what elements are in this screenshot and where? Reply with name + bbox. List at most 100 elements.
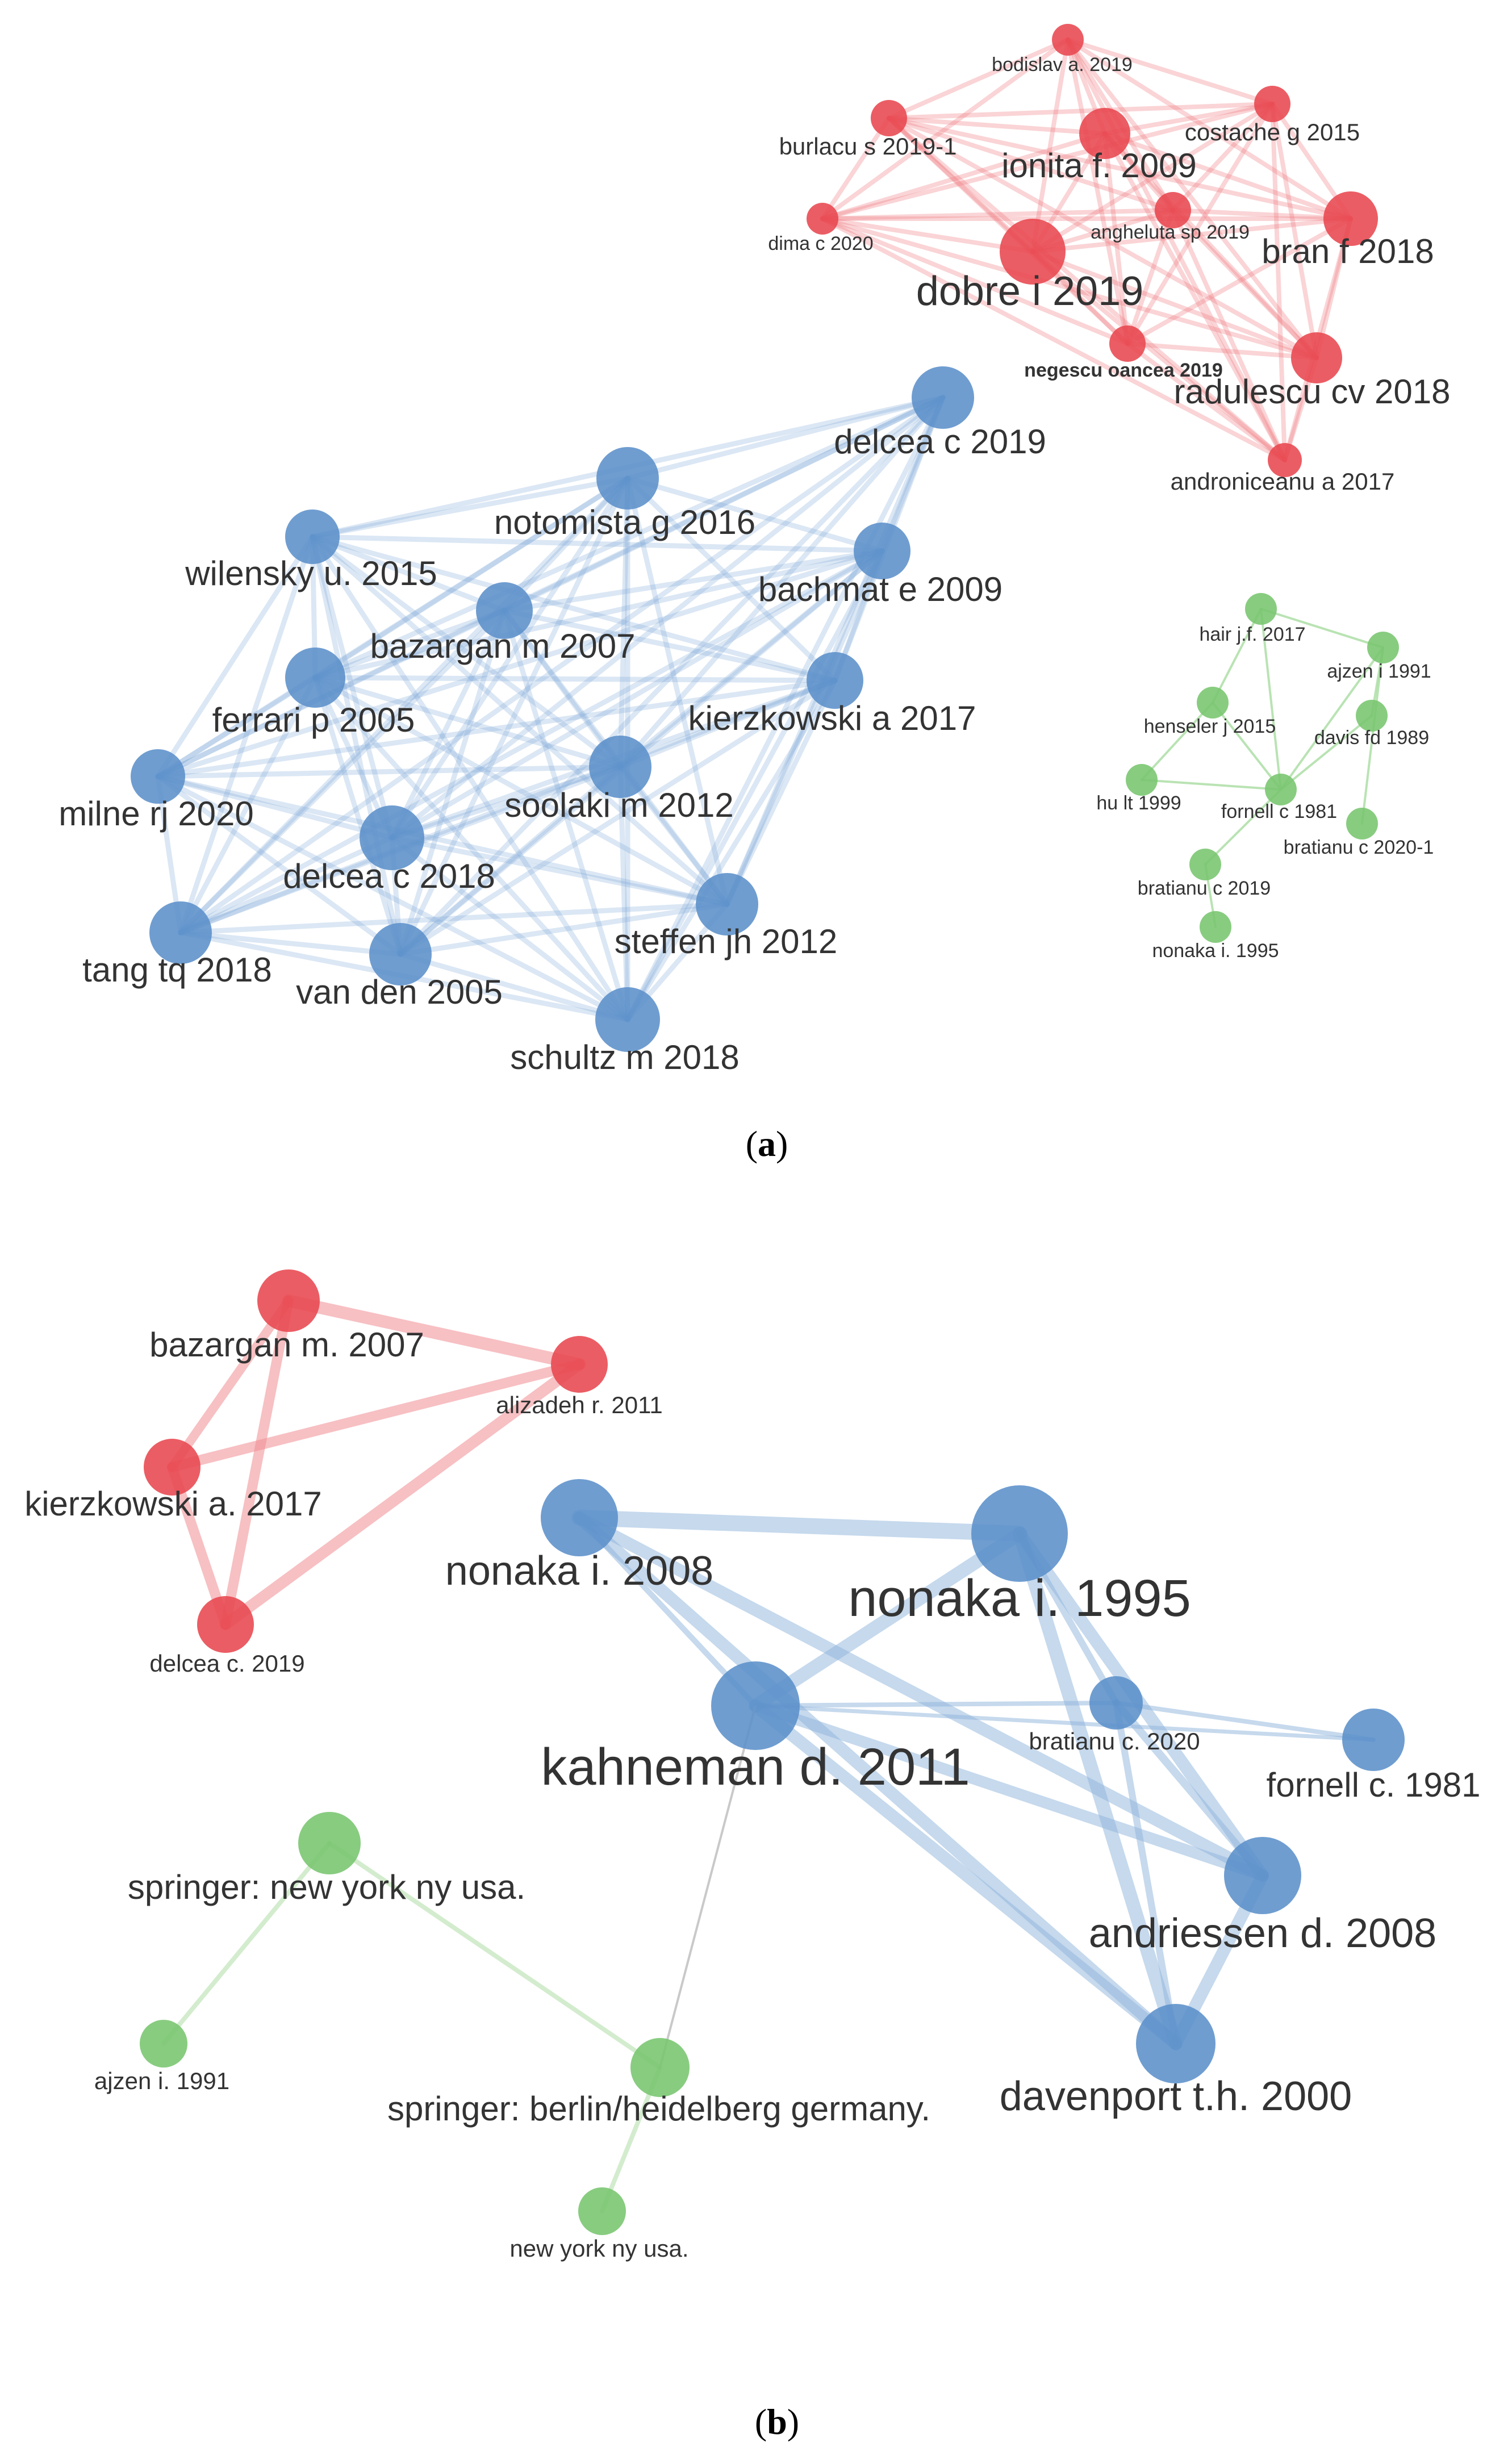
edge-delcea_2019-notomista_2016: [625, 395, 946, 481]
edge-bodislav_2019-dima_2020: [820, 37, 1070, 221]
node-a-soolaki_2012[interactable]: [589, 736, 651, 798]
edge-bodislav_2019-bran_2018: [1066, 37, 1353, 221]
node-a-dima_2020[interactable]: [807, 203, 838, 235]
edge-steffen_2012-tang_2018: [178, 901, 730, 935]
node-b-alizadeh_2011[interactable]: [551, 1336, 608, 1393]
node-a-steffen_2012[interactable]: [696, 873, 758, 935]
node-a-bazargan_2007[interactable]: [476, 582, 533, 639]
node-a-radulescu_2018[interactable]: [1291, 332, 1342, 383]
panel-b-nodes: [140, 1269, 1405, 2235]
node-b-andriessen_2008[interactable]: [1224, 1837, 1301, 1914]
node-a-bratianu_2019[interactable]: [1189, 849, 1221, 880]
panel-a-labels: bodislav a. 2019 burlacu s 2019-1 costache…: [59, 54, 1450, 1076]
edge-costache_2015-angheluta_2019: [1171, 102, 1275, 212]
edge-notomista_2016-soolaki_2012: [617, 475, 630, 770]
node-label-a-davis_1989: davis fd 1989: [1314, 727, 1429, 749]
edge-kahneman_2011-davenport_2000: [749, 1699, 1182, 2050]
node-a-delcea_2018[interactable]: [360, 805, 424, 870]
node-a-bachmat_2009[interactable]: [854, 523, 910, 579]
node-a-androniceanu_2017[interactable]: [1268, 443, 1302, 477]
node-a-tang_2018[interactable]: [149, 901, 212, 964]
node-a-notomista_2016[interactable]: [596, 447, 659, 509]
edge-soolaki_2012-delcea_2018: [389, 764, 623, 841]
node-b-davenport_2000[interactable]: [1136, 2004, 1216, 2083]
edge-delcea_2019-soolaki_2012: [617, 395, 946, 770]
edge-davis_1989-fornell_1981: [1280, 715, 1373, 791]
node-b-kahneman_2011[interactable]: [711, 1661, 800, 1750]
edge-kahneman_2011-andriessen_2008: [750, 1700, 1268, 1881]
node-a-hu_1999[interactable]: [1126, 764, 1158, 796]
node-b-kierzkowski_2017[interactable]: [144, 1439, 201, 1496]
edge-costache_2015-dima_2020: [820, 102, 1275, 221]
edge-kahneman_2011-bratianu_2020: [753, 1701, 1118, 1708]
node-a-bodislav_2019[interactable]: [1052, 24, 1084, 56]
node-b-fornell_1981[interactable]: [1342, 1709, 1405, 1771]
edge-nonaka_2008-nonaka_1995: [571, 1510, 1028, 1542]
edge-bran_2018-negescu_2019: [1125, 216, 1353, 346]
node-label-a-tang_2018: tang tq 2018: [82, 951, 272, 989]
node-a-schultz_2018[interactable]: [595, 987, 660, 1052]
node-b-bazargan_2007[interactable]: [257, 1269, 320, 1332]
edge-kierzkowski_2017-steffen_2012: [724, 678, 838, 907]
node-label-b-bazargan_2007: bazargan m. 2007: [149, 1326, 424, 1364]
node-a-bratianu_2020[interactable]: [1346, 808, 1378, 840]
node-a-wilensky_2015[interactable]: [285, 509, 340, 564]
edge-bodislav_2019-radulescu_2018: [1066, 37, 1319, 360]
node-label-a-ferrari_2005: ferrari p 2005: [212, 701, 415, 739]
node-a-negescu_2019[interactable]: [1109, 325, 1146, 362]
node-a-hair_2017[interactable]: [1245, 593, 1277, 625]
edge-hu_1999-fornell_1981: [1141, 779, 1282, 791]
node-a-bran_2018[interactable]: [1323, 191, 1378, 246]
node-label-a-soolaki_2012: soolaki m 2012: [504, 786, 734, 824]
node-label-a-henseler_2015: henseler j 2015: [1144, 716, 1276, 737]
edge-delcea_2019-tang_2018: [178, 395, 946, 935]
node-a-ajzen_1991[interactable]: [1367, 632, 1399, 663]
node-b-ajzen_1991[interactable]: [140, 2020, 187, 2068]
edge-ionita_2009-radulescu_2018: [1102, 131, 1319, 360]
node-a-van_den_2005[interactable]: [369, 923, 432, 985]
node-b-springer_ny[interactable]: [298, 1812, 361, 1874]
node-label-a-hair_2017: hair j.f. 2017: [1199, 624, 1305, 645]
edge-ajzen_1991-fornell_1981: [1280, 646, 1384, 791]
node-a-henseler_2015[interactable]: [1197, 687, 1229, 719]
edge-henseler_2015-fornell_1981: [1212, 701, 1282, 791]
node-b-delcea_2019[interactable]: [197, 1596, 254, 1653]
node-a-ionita_2009[interactable]: [1079, 108, 1130, 159]
node-a-delcea_2019[interactable]: [912, 366, 974, 429]
node-a-davis_1989[interactable]: [1356, 700, 1388, 732]
node-label-a-radulescu_2018: radulescu cv 2018: [1174, 373, 1451, 411]
edge-kierzkowski_2017-milne_2020: [155, 678, 838, 779]
edge-soolaki_2012-schultz_2018: [617, 764, 630, 1022]
node-a-fornell_1981[interactable]: [1265, 774, 1297, 805]
node-a-kierzkowski_2017[interactable]: [807, 652, 863, 709]
node-label-a-schultz_2018: schultz m 2018: [510, 1038, 740, 1076]
node-label-a-ionita_2009: ionita f. 2009: [1001, 147, 1197, 185]
edge-delcea_2019-milne_2020: [155, 395, 946, 779]
edge-bazargan_2007-tang_2018: [178, 608, 507, 935]
edge-bran_2018-dobre_2019: [1030, 216, 1353, 254]
edge-nonaka_1995-davenport_2000: [1013, 1527, 1183, 2050]
node-a-nonaka_1995[interactable]: [1200, 911, 1231, 943]
node-a-dobre_2019[interactable]: [1000, 219, 1066, 285]
edge-burlacu_2019-bran_2018: [887, 116, 1353, 221]
node-b-new_york_ny[interactable]: [578, 2187, 626, 2235]
edge-milne_2020-steffen_2012: [155, 774, 730, 907]
edge-ferrari_2005-soolaki_2012: [312, 675, 623, 770]
edge-dima_2020-dobre_2019: [820, 216, 1035, 254]
edge-dima_2020-radulescu_2018: [820, 216, 1319, 360]
node-b-springer_berlin[interactable]: [630, 2038, 690, 2097]
node-b-nonaka_1995[interactable]: [971, 1485, 1068, 1582]
node-label-a-kierzkowski_2017: kierzkowski a 2017: [688, 699, 976, 737]
node-a-milne_2020[interactable]: [131, 749, 185, 804]
node-label-a-bachmat_2009: bachmat e 2009: [758, 570, 1003, 608]
node-b-nonaka_2008[interactable]: [541, 1479, 618, 1556]
node-label-b-springer_berlin: springer: berlin/heidelberg germany.: [387, 2090, 930, 2128]
node-a-angheluta_2019[interactable]: [1155, 192, 1191, 228]
edge-notomista_2016-bachmat_2009: [625, 475, 885, 554]
node-a-burlacu_2019[interactable]: [871, 100, 907, 136]
edge-bazargan_2007-delcea_2019: [220, 1296, 294, 1630]
node-a-costache_2015[interactable]: [1254, 86, 1290, 122]
node-a-ferrari_2005[interactable]: [285, 648, 345, 708]
node-b-bratianu_2020[interactable]: [1089, 1676, 1143, 1730]
node-label-b-kahneman_2011: kahneman d. 2011: [541, 1738, 970, 1796]
